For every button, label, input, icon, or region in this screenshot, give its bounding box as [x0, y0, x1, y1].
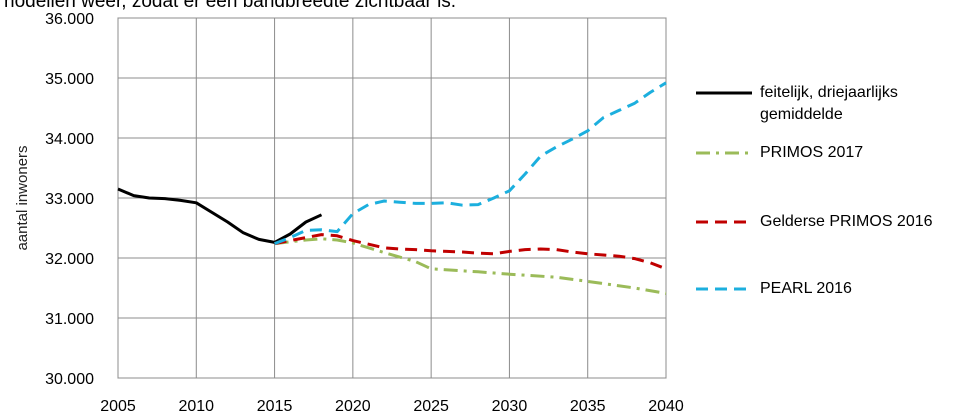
legend-swatch [696, 287, 752, 291]
legend-label: feitelijk, driejaarlijks gemiddelde [760, 84, 898, 123]
series-line-feitelijk-driejaarlijks-gemiddelde [117, 187, 323, 244]
legend-label: Gelderse PRIMOS 2016 [760, 213, 933, 230]
x-tick-label: 2010 [178, 398, 214, 415]
y-tick-label: 34.000 [45, 131, 94, 148]
x-tick-label: 2030 [492, 398, 528, 415]
y-axis-label: aantal inwoners [14, 145, 31, 250]
legend-swatch [696, 220, 752, 224]
series-line-pearl-2016 [274, 81, 667, 246]
y-tick-label: 35.000 [45, 71, 94, 88]
series-lines [117, 81, 667, 295]
y-tick-label: 32.000 [45, 251, 94, 268]
series-line-gelderse-primos-2016 [274, 233, 667, 271]
legend-label: PEARL 2016 [760, 280, 852, 297]
x-tick-label: 2005 [100, 398, 136, 415]
legend-swatch [696, 91, 752, 95]
axis-labels: 2005 2010 2015 2020 2025 2030 2035 2040 30.000 31… [14, 11, 684, 415]
x-tick-label: 2025 [413, 398, 449, 415]
legend-label: PRIMOS 2017 [760, 144, 864, 161]
header-text: nodellen weer, zodat er een bandbreedte … [4, 0, 457, 12]
legend-swatch [696, 151, 752, 155]
series-line-primos-2017 [274, 237, 667, 295]
x-tick-label: 2040 [648, 398, 684, 415]
x-tick-label: 2015 [257, 398, 293, 415]
y-tick-label: 30.000 [45, 371, 94, 388]
y-tick-label: 36.000 [45, 11, 94, 28]
y-tick-label: 33.000 [45, 191, 94, 208]
grid [117, 17, 667, 379]
y-tick-label: 31.000 [45, 311, 94, 328]
x-tick-label: 2020 [335, 398, 371, 415]
x-tick-label: 2035 [570, 398, 606, 415]
